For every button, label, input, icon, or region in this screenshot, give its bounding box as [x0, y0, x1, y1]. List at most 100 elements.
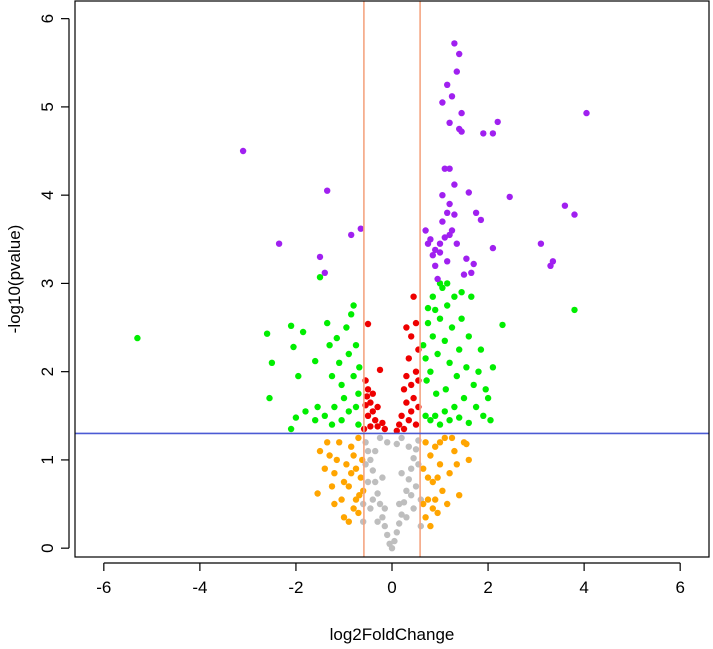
data-point: [463, 255, 470, 262]
data-point: [367, 505, 374, 512]
data-point: [408, 492, 415, 499]
data-point: [316, 274, 324, 281]
data-point: [547, 262, 554, 269]
data-point: [434, 509, 441, 517]
data-point: [287, 322, 295, 329]
data-point: [326, 452, 333, 459]
data-point: [460, 271, 468, 278]
data-point: [465, 189, 472, 196]
data-point: [477, 216, 485, 224]
data-point: [338, 381, 345, 389]
data-point: [374, 490, 381, 497]
data-point: [331, 500, 338, 508]
data-point: [432, 306, 439, 314]
data-point: [446, 231, 453, 239]
data-point: [321, 269, 328, 276]
data-point: [424, 304, 432, 312]
data-point: [583, 109, 590, 117]
data-point: [345, 518, 352, 525]
data-point: [412, 483, 420, 490]
data-point: [489, 244, 497, 252]
data-point: [456, 492, 463, 499]
data-point: [398, 434, 405, 442]
data-point: [434, 350, 441, 358]
data-point: [343, 461, 350, 468]
data-point: [376, 366, 384, 374]
data-point: [372, 478, 379, 486]
data-point: [266, 394, 273, 402]
data-point: [374, 423, 381, 430]
data-point: [345, 350, 352, 358]
data-point: [369, 496, 376, 503]
data-point: [340, 478, 348, 486]
data-point: [372, 417, 379, 424]
data-point: [314, 490, 321, 497]
data-point: [446, 417, 453, 424]
data-point: [350, 452, 357, 459]
data-point: [448, 324, 456, 331]
data-point: [436, 249, 444, 256]
data-point: [352, 465, 360, 472]
x-axis-title: log2FoldChange: [330, 625, 455, 644]
data-point: [453, 461, 460, 468]
data-point: [439, 99, 446, 106]
data-point: [403, 487, 410, 494]
data-point: [470, 381, 477, 389]
data-point: [290, 343, 297, 351]
data-point: [369, 390, 376, 397]
data-point: [456, 346, 463, 353]
data-point: [398, 412, 405, 419]
y-tick-label: 4: [38, 190, 57, 199]
data-point: [446, 470, 453, 477]
data-point: [453, 68, 460, 75]
data-point: [400, 386, 408, 393]
data-point: [434, 474, 441, 481]
data-point: [302, 408, 309, 415]
data-point: [328, 421, 336, 428]
data-point: [448, 434, 456, 442]
data-point: [477, 346, 485, 353]
data-point: [340, 394, 348, 402]
data-point: [424, 474, 432, 481]
data-point: [376, 500, 384, 508]
data-point: [355, 421, 362, 428]
data-point: [506, 193, 513, 201]
data-point: [410, 455, 417, 462]
data-point: [398, 511, 405, 518]
data-point: [571, 306, 578, 314]
data-point: [537, 240, 545, 247]
x-tick-label: -2: [288, 578, 303, 597]
data-point: [451, 211, 458, 218]
data-point: [408, 333, 415, 340]
data-point: [268, 359, 276, 366]
x-tick-label: 0: [387, 578, 396, 597]
data-point: [384, 439, 391, 446]
data-point: [561, 202, 569, 209]
data-point: [324, 439, 331, 446]
data-point: [393, 529, 400, 536]
data-point: [348, 443, 355, 450]
data-point: [451, 181, 458, 188]
data-point: [369, 408, 376, 415]
data-point: [379, 419, 386, 427]
data-point: [441, 234, 448, 241]
data-point: [460, 394, 468, 402]
data-point: [446, 165, 453, 172]
data-point: [436, 439, 444, 446]
data-point: [429, 333, 436, 340]
data-point: [355, 434, 362, 442]
data-point: [458, 315, 465, 322]
data-point: [439, 487, 446, 494]
data-point: [458, 109, 465, 117]
data-point: [331, 470, 338, 477]
data-point: [422, 412, 429, 419]
data-point: [472, 403, 480, 411]
data-point: [436, 315, 444, 322]
data-point: [352, 496, 360, 503]
data-point: [451, 293, 458, 300]
data-point: [480, 130, 487, 137]
y-tick-label: 3: [38, 279, 57, 288]
data-point: [410, 394, 417, 402]
data-point: [422, 514, 429, 521]
